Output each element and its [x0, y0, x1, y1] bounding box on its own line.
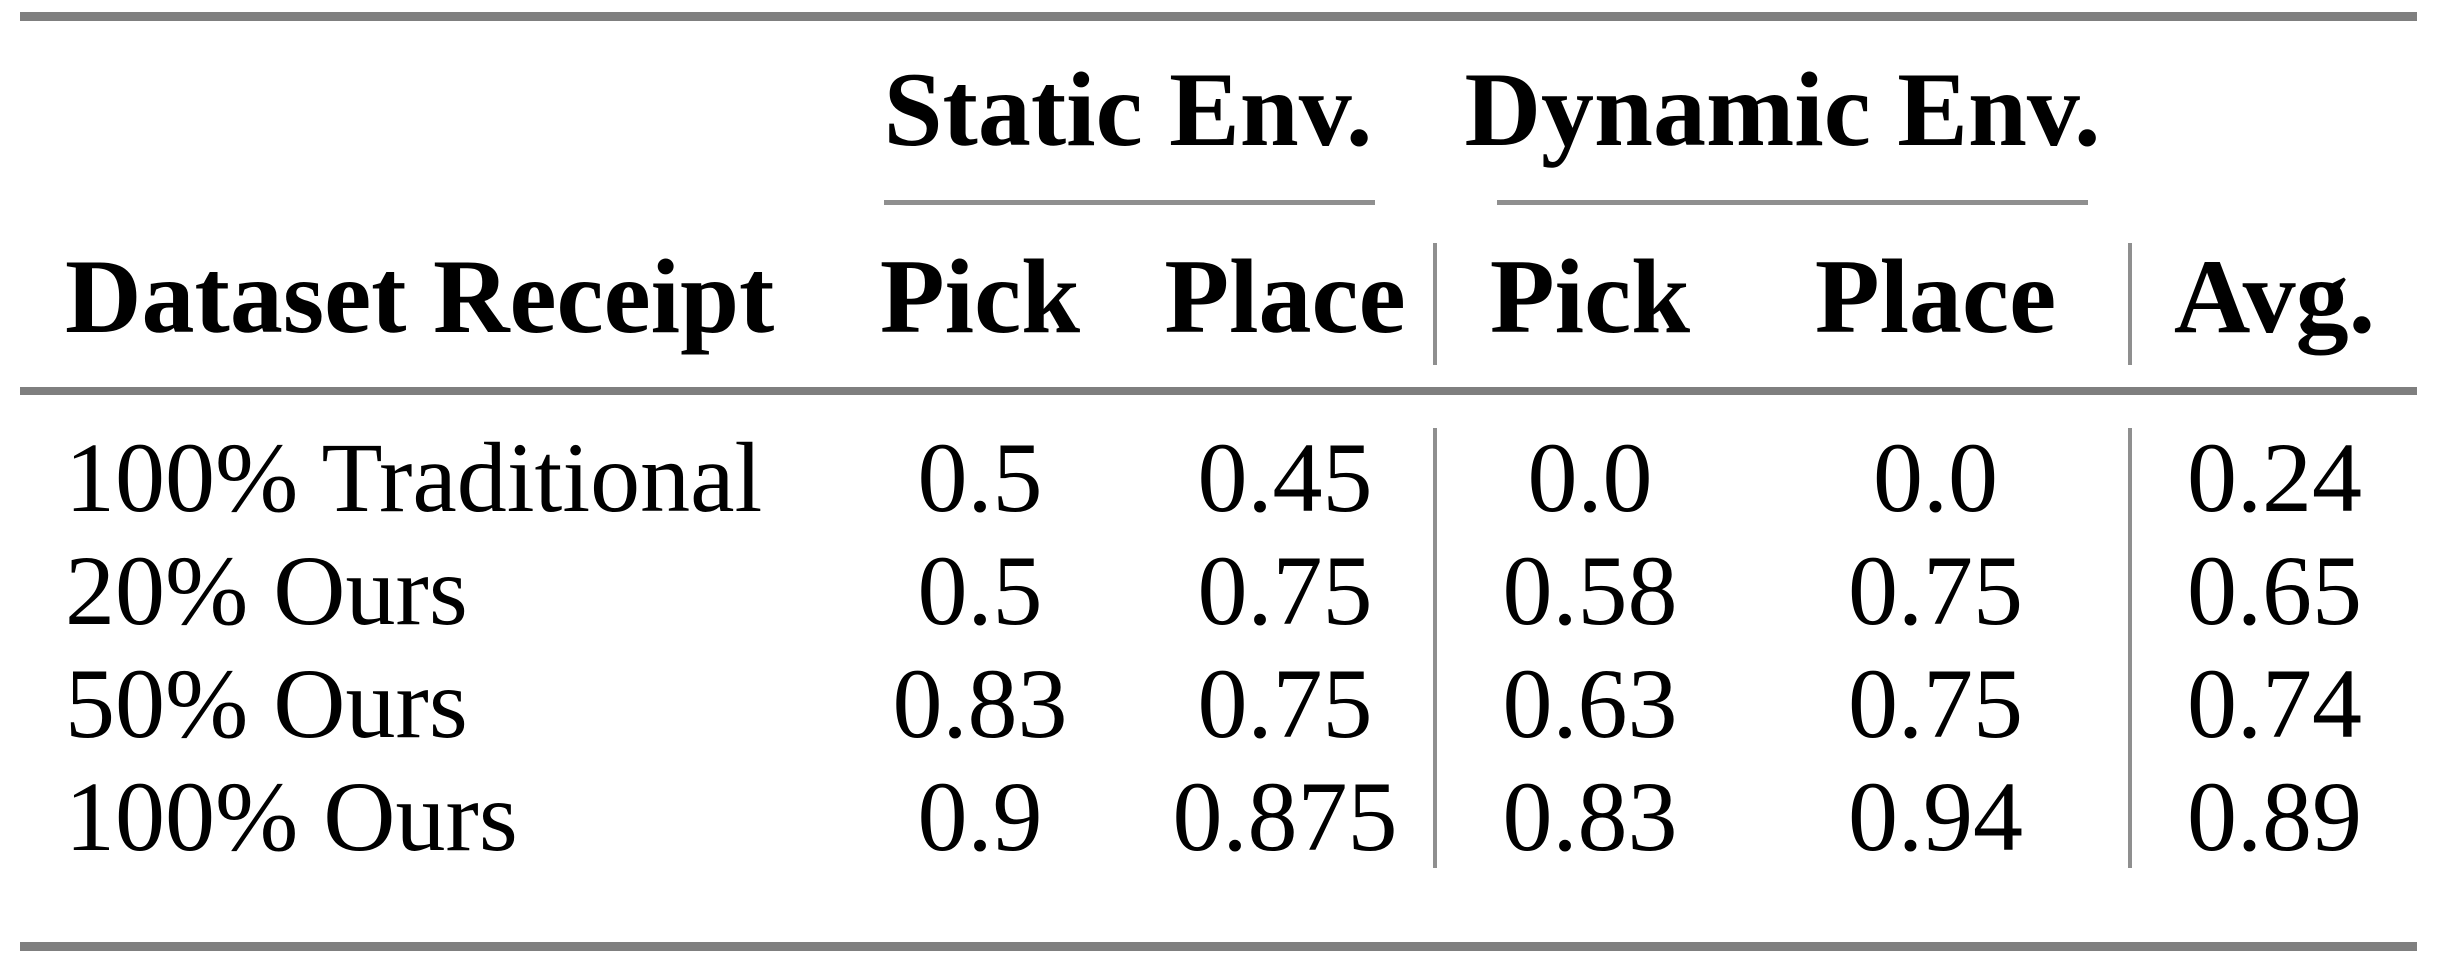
dynamic-env-cmidrule [1497, 200, 2088, 205]
cell-avg: 0.74 [2187, 647, 2362, 759]
vertical-rule-1-body [1433, 428, 1437, 868]
column-header-row: Dataset Receipt Pick Place Pick Place Av… [20, 206, 2417, 387]
header-dynamic-pick: Pick [1489, 237, 1691, 355]
cell-dataset: 100% Traditional [65, 421, 763, 533]
cell-dataset: 100% Ours [65, 760, 518, 872]
cell-dynamic-place: 0.75 [1848, 647, 2023, 759]
static-env-group-header: Static Env. [883, 51, 1373, 168]
cell-dynamic-pick: 0.83 [1502, 760, 1678, 872]
top-rule [20, 12, 2417, 21]
header-static-pick: Pick [879, 237, 1081, 355]
static-env-cmidrule [884, 200, 1375, 205]
cell-dynamic-pick: 0.63 [1502, 647, 1678, 759]
cell-avg: 0.65 [2187, 534, 2362, 646]
cell-static-pick: 0.9 [917, 760, 1043, 872]
table-row-100pct-traditional: 100% Traditional 0.5 0.45 0.0 0.0 0.24 [20, 421, 2417, 534]
header-static-place: Place [1164, 237, 1406, 355]
cell-static-place: 0.45 [1197, 421, 1373, 533]
bottom-rule [20, 942, 2417, 951]
table-row-100pct-ours: 100% Ours 0.9 0.875 0.83 0.94 0.89 [20, 760, 2417, 873]
cell-dataset: 20% Ours [65, 534, 468, 646]
cell-dataset: 50% Ours [65, 647, 468, 759]
vertical-rule-2-body [2128, 428, 2132, 868]
cell-static-pick: 0.5 [917, 421, 1043, 533]
header-dynamic-place: Place [1814, 237, 2057, 355]
cell-dynamic-place: 0.94 [1848, 760, 2023, 872]
table-row-50pct-ours: 50% Ours 0.83 0.75 0.63 0.75 0.74 [20, 647, 2417, 760]
vertical-rule-1-header [1433, 243, 1437, 365]
cell-static-pick: 0.5 [917, 534, 1043, 646]
header-avg: Avg. [2173, 237, 2376, 355]
cell-static-place: 0.875 [1172, 760, 1398, 872]
cell-static-place: 0.75 [1197, 647, 1373, 759]
cell-static-place: 0.75 [1197, 534, 1373, 646]
cell-static-pick: 0.83 [892, 647, 1068, 759]
cell-dynamic-place: 0.75 [1848, 534, 2023, 646]
vertical-rule-2-header [2128, 243, 2132, 365]
cell-avg: 0.89 [2187, 760, 2362, 872]
cell-dynamic-place: 0.0 [1873, 421, 1998, 533]
cell-avg: 0.24 [2187, 421, 2362, 533]
dynamic-env-group-header: Dynamic Env. [1464, 51, 2101, 168]
table-row-20pct-ours: 20% Ours 0.5 0.75 0.58 0.75 0.65 [20, 534, 2417, 647]
cell-dynamic-pick: 0.0 [1527, 421, 1653, 533]
header-dataset-receipt: Dataset Receipt [65, 237, 775, 355]
cell-dynamic-pick: 0.58 [1502, 534, 1678, 646]
header-separator-rule [20, 387, 2417, 395]
